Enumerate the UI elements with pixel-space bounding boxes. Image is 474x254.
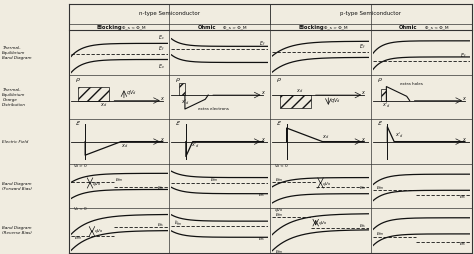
Text: $qV_a$: $qV_a$ [94, 227, 103, 235]
Text: $x$: $x$ [160, 136, 165, 143]
Text: extra electrons: extra electrons [199, 107, 229, 111]
Text: extra holes: extra holes [400, 82, 423, 86]
Text: $qV_a$: $qV_a$ [274, 205, 283, 214]
Text: $qV_a$: $qV_a$ [318, 219, 327, 227]
Text: $E_{fm}$: $E_{fm}$ [115, 176, 124, 184]
Text: $V_a < 0$: $V_a < 0$ [274, 162, 289, 170]
Text: $x$: $x$ [261, 136, 265, 143]
Text: $E_{fs}$: $E_{fs}$ [359, 185, 366, 193]
Text: $x$: $x$ [160, 95, 165, 102]
Bar [280, 95, 311, 108]
Text: Φ_s > Φ_M: Φ_s > Φ_M [223, 25, 247, 29]
Text: $E_{fm}$: $E_{fm}$ [275, 248, 283, 254]
Text: Thermal-
Equilibrium
Charge
Distribution: Thermal- Equilibrium Charge Distribution [2, 88, 27, 106]
Text: $E_{fs}$: $E_{fs}$ [157, 221, 164, 229]
Bar [179, 83, 185, 95]
Text: $x$: $x$ [462, 95, 467, 102]
Text: $qV_a$: $qV_a$ [92, 180, 101, 188]
Text: $\mathcal{E}$: $\mathcal{E}$ [377, 119, 383, 127]
Text: $E_{fm}$: $E_{fm}$ [376, 231, 384, 238]
Text: p-type Semiconductor: p-type Semiconductor [340, 11, 401, 17]
Text: $E_c$: $E_c$ [158, 33, 164, 42]
Text: $E_f$: $E_f$ [359, 42, 366, 51]
Text: $\mathcal{E}$: $\mathcal{E}$ [276, 119, 282, 127]
Text: $E_{fm}$: $E_{fm}$ [275, 176, 283, 184]
Text: Thermal-
Equilibrium
Band Diagram: Thermal- Equilibrium Band Diagram [2, 46, 32, 60]
Text: Band Diagram
(Reverse Bias): Band Diagram (Reverse Bias) [2, 226, 32, 235]
Text: $E_{fm}$: $E_{fm}$ [210, 176, 219, 184]
Text: $E_{fs}$: $E_{fs}$ [258, 192, 265, 199]
Text: $x'_d$: $x'_d$ [191, 140, 199, 150]
Text: $E_v$: $E_v$ [157, 62, 164, 71]
Text: $x_d$: $x_d$ [322, 133, 329, 141]
Text: $E_{fs}$: $E_{fs}$ [459, 240, 467, 248]
Text: $x_d$: $x_d$ [100, 101, 107, 108]
Text: $V_a > 0$: $V_a > 0$ [73, 162, 87, 170]
Text: $E_{fm}$: $E_{fm}$ [376, 184, 384, 192]
Text: $qV_a$: $qV_a$ [322, 180, 332, 188]
Text: Ohmic: Ohmic [399, 25, 418, 30]
Text: $E_f$: $E_f$ [158, 44, 164, 53]
Text: $E_f$: $E_f$ [259, 40, 265, 49]
Text: $V_a < 0$: $V_a < 0$ [73, 205, 87, 213]
Text: $\bar{E}_{fm}$: $\bar{E}_{fm}$ [174, 219, 183, 228]
Text: $x$: $x$ [361, 89, 366, 96]
Text: $x'_d$: $x'_d$ [395, 131, 404, 140]
Text: $E_{fs}$: $E_{fs}$ [359, 223, 366, 230]
Text: Electric Field: Electric Field [2, 140, 28, 144]
Text: $E_{fm}$: $E_{fm}$ [275, 212, 283, 219]
Text: $x_d$: $x_d$ [121, 142, 128, 150]
Text: $x$: $x$ [261, 89, 265, 96]
Text: $qV_d$: $qV_d$ [330, 96, 341, 105]
Text: Φ_s < Φ_M: Φ_s < Φ_M [122, 25, 146, 29]
Text: $x'_d$: $x'_d$ [383, 101, 391, 110]
Text: $x$: $x$ [361, 136, 366, 143]
Text: $x$: $x$ [462, 136, 467, 143]
Text: $qV_d$: $qV_d$ [126, 88, 137, 97]
Bar [78, 87, 109, 101]
Text: Band Diagram
(Forward Bias): Band Diagram (Forward Bias) [2, 182, 32, 190]
Text: Blocking: Blocking [299, 25, 324, 30]
Text: Blocking: Blocking [97, 25, 123, 30]
Text: $x_d$: $x_d$ [296, 87, 303, 95]
Text: $\mathcal{E}$: $\mathcal{E}$ [175, 119, 181, 127]
Text: $\rho$: $\rho$ [74, 76, 81, 84]
Text: Ohmic: Ohmic [198, 25, 216, 30]
Text: Φ_s > Φ_M: Φ_s > Φ_M [324, 25, 347, 29]
Text: $E_{fs}$: $E_{fs}$ [258, 235, 265, 243]
Text: $x'_d$: $x'_d$ [181, 98, 190, 107]
Text: $E_{fm}$: $E_{fm}$ [73, 234, 82, 242]
Text: $E_{fs}$: $E_{fs}$ [459, 193, 467, 200]
Text: $\rho$: $\rho$ [175, 76, 181, 84]
Text: $\rho$: $\rho$ [377, 76, 383, 84]
Text: $\rho$: $\rho$ [276, 76, 282, 84]
Text: $\mathcal{E}$: $\mathcal{E}$ [74, 119, 80, 127]
Text: n-type Semiconductor: n-type Semiconductor [139, 11, 200, 17]
Text: Φ_s < Φ_M: Φ_s < Φ_M [425, 25, 448, 29]
Text: $E_{fs}$: $E_{fs}$ [157, 185, 164, 193]
Text: $E_f$: $E_f$ [460, 52, 467, 60]
Bar [381, 89, 386, 101]
